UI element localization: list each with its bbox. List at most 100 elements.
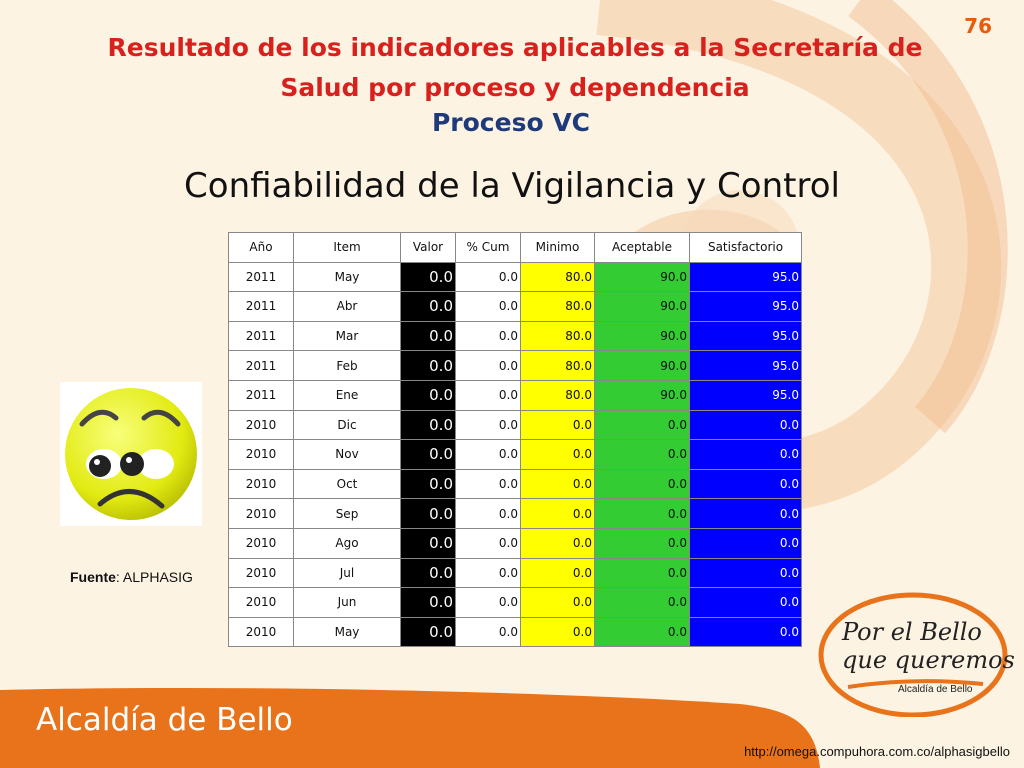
cell-anio: 2011 bbox=[228, 320, 294, 352]
cell-item: May bbox=[293, 261, 401, 293]
cell-anio: 2010 bbox=[228, 557, 294, 589]
cell-item: Jun bbox=[293, 587, 401, 618]
cell-valor: 0.0 bbox=[400, 439, 456, 470]
cell-valor: 0.0 bbox=[400, 468, 456, 500]
cell-anio: 2010 bbox=[228, 409, 294, 441]
cell-cum: 0.0 bbox=[455, 468, 521, 500]
cell-valor: 0.0 bbox=[400, 498, 456, 529]
header-satisfactorio: Satisfactorio bbox=[689, 232, 802, 263]
cell-aceptable: 0.0 bbox=[594, 616, 690, 648]
cell-anio: 2011 bbox=[228, 261, 294, 293]
table-row: 2011 Feb 0.0 0.0 80.0 90.0 95.0 bbox=[228, 350, 802, 381]
cell-minimo: 80.0 bbox=[520, 320, 595, 352]
cell-satisfactorio: 0.0 bbox=[689, 557, 802, 589]
cell-minimo: 0.0 bbox=[520, 468, 595, 500]
header-valor: Valor bbox=[400, 232, 456, 263]
cell-anio: 2011 bbox=[228, 379, 294, 411]
table-row: 2010 May 0.0 0.0 0.0 0.0 0.0 bbox=[228, 616, 802, 648]
cell-cum: 0.0 bbox=[455, 409, 521, 441]
logo-badge bbox=[818, 592, 1008, 717]
cell-cum: 0.0 bbox=[455, 498, 521, 529]
source-note: Fuente: ALPHASIG bbox=[70, 569, 193, 585]
cell-satisfactorio: 95.0 bbox=[689, 379, 802, 411]
cell-cum: 0.0 bbox=[455, 261, 521, 293]
cell-item: Oct bbox=[293, 468, 401, 500]
cell-satisfactorio: 95.0 bbox=[689, 291, 802, 322]
cell-item: Ene bbox=[293, 379, 401, 411]
cell-cum: 0.0 bbox=[455, 557, 521, 589]
title-line-1: Resultado de los indicadores aplicables … bbox=[107, 33, 923, 62]
table-row: 2010 Jul 0.0 0.0 0.0 0.0 0.0 bbox=[228, 557, 802, 589]
cell-cum: 0.0 bbox=[455, 616, 521, 648]
source-label: Fuente bbox=[70, 569, 116, 585]
cell-aceptable: 90.0 bbox=[594, 350, 690, 381]
cell-satisfactorio: 0.0 bbox=[689, 498, 802, 529]
cell-valor: 0.0 bbox=[400, 587, 456, 618]
cell-anio: 2010 bbox=[228, 498, 294, 529]
cell-aceptable: 0.0 bbox=[594, 527, 690, 559]
process-text: Proceso VC bbox=[431, 108, 591, 137]
table-row: 2010 Jun 0.0 0.0 0.0 0.0 0.0 bbox=[228, 587, 802, 618]
footer-brand: Alcaldía de Bello bbox=[36, 702, 293, 738]
cell-anio: 2010 bbox=[228, 527, 294, 559]
table-row: 2010 Ago 0.0 0.0 0.0 0.0 0.0 bbox=[228, 527, 802, 559]
indicator-table: Año Item Valor % Cum Minimo Aceptable Sa… bbox=[228, 232, 802, 648]
cell-item: Jul bbox=[293, 557, 401, 589]
title-line-2: Salud por proceso y dependencia bbox=[280, 73, 750, 102]
cell-valor: 0.0 bbox=[400, 291, 456, 322]
cell-item: Dic bbox=[293, 409, 401, 441]
cell-item: Feb bbox=[293, 350, 401, 381]
header-item: Item bbox=[293, 232, 401, 263]
table-row: 2010 Oct 0.0 0.0 0.0 0.0 0.0 bbox=[228, 468, 802, 500]
cell-item: Nov bbox=[293, 439, 401, 470]
cell-anio: 2010 bbox=[228, 468, 294, 500]
cell-minimo: 80.0 bbox=[520, 291, 595, 322]
cell-satisfactorio: 0.0 bbox=[689, 409, 802, 441]
cell-valor: 0.0 bbox=[400, 261, 456, 293]
cell-satisfactorio: 95.0 bbox=[689, 320, 802, 352]
cell-aceptable: 90.0 bbox=[594, 291, 690, 322]
footer-band bbox=[0, 687, 820, 768]
cell-valor: 0.0 bbox=[400, 350, 456, 381]
logo-line-2: que queremos bbox=[842, 646, 1015, 674]
sad-face-icon bbox=[60, 382, 202, 526]
cell-aceptable: 90.0 bbox=[594, 379, 690, 411]
header-anio: Año bbox=[228, 232, 294, 263]
source-value: : ALPHASIG bbox=[115, 569, 193, 585]
source-url: http://omega.compuhora.com.co/alphasigbe… bbox=[744, 744, 1010, 759]
cell-cum: 0.0 bbox=[455, 379, 521, 411]
cell-satisfactorio: 0.0 bbox=[689, 527, 802, 559]
cell-valor: 0.0 bbox=[400, 557, 456, 589]
cell-valor: 0.0 bbox=[400, 616, 456, 648]
cell-minimo: 0.0 bbox=[520, 616, 595, 648]
cell-minimo: 80.0 bbox=[520, 350, 595, 381]
cell-anio: 2010 bbox=[228, 616, 294, 648]
cell-minimo: 80.0 bbox=[520, 379, 595, 411]
logo-subtitle: Alcaldía de Bello bbox=[898, 684, 973, 695]
cell-cum: 0.0 bbox=[455, 527, 521, 559]
cell-item: Ago bbox=[293, 527, 401, 559]
table-row: 2011 Ene 0.0 0.0 80.0 90.0 95.0 bbox=[228, 379, 802, 411]
cell-cum: 0.0 bbox=[455, 439, 521, 470]
table-row: 2010 Dic 0.0 0.0 0.0 0.0 0.0 bbox=[228, 409, 802, 441]
process-label: Proceso VC bbox=[0, 108, 1024, 137]
header-cum: % Cum bbox=[455, 232, 521, 263]
cell-cum: 0.0 bbox=[455, 587, 521, 618]
header-aceptable: Aceptable bbox=[594, 232, 690, 263]
cell-satisfactorio: 0.0 bbox=[689, 616, 802, 648]
cell-satisfactorio: 0.0 bbox=[689, 587, 802, 618]
cell-minimo: 0.0 bbox=[520, 557, 595, 589]
table-row: 2011 May 0.0 0.0 80.0 90.0 95.0 bbox=[228, 261, 802, 293]
table-header-row: Año Item Valor % Cum Minimo Aceptable Sa… bbox=[228, 232, 802, 263]
cell-satisfactorio: 95.0 bbox=[689, 350, 802, 381]
cell-valor: 0.0 bbox=[400, 409, 456, 441]
cell-aceptable: 0.0 bbox=[594, 468, 690, 500]
cell-item: May bbox=[293, 616, 401, 648]
cell-aceptable: 90.0 bbox=[594, 261, 690, 293]
cell-minimo: 0.0 bbox=[520, 409, 595, 441]
cell-anio: 2011 bbox=[228, 350, 294, 381]
indicator-title: Confiabilidad de la Vigilancia y Control bbox=[184, 166, 840, 206]
cell-aceptable: 0.0 bbox=[594, 439, 690, 470]
cell-minimo: 0.0 bbox=[520, 498, 595, 529]
cell-satisfactorio: 95.0 bbox=[689, 261, 802, 293]
